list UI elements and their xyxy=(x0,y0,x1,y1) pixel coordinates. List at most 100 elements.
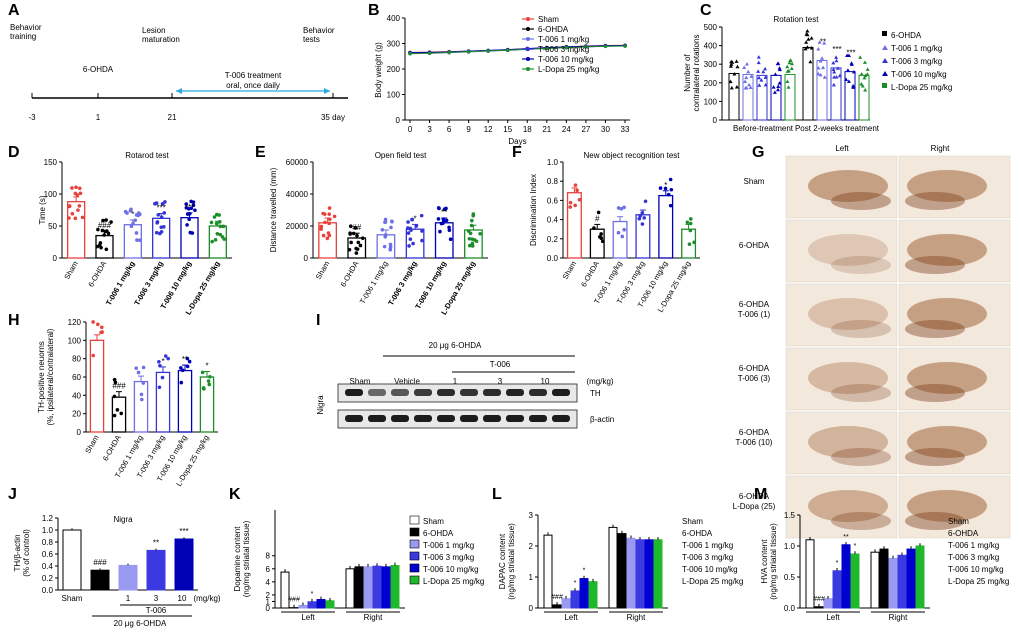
i-band-0-5 xyxy=(460,389,478,396)
c-annot-2: *** xyxy=(846,49,855,58)
g-col-left: Left xyxy=(835,144,849,153)
f-ytick-label-5: 1.0 xyxy=(547,158,559,167)
c-dot-1-4-6 xyxy=(859,72,864,76)
e-dot-1-12 xyxy=(355,247,360,251)
b-legend-mark-1 xyxy=(526,27,530,31)
h-dot-0-2 xyxy=(100,330,104,334)
f-ytick-label-4: 0.8 xyxy=(547,177,559,186)
d-dot-5-6 xyxy=(210,239,214,244)
b-point-5-4 xyxy=(486,49,490,53)
d-dot-5-2 xyxy=(209,220,214,225)
c-ytick-label-4: 400 xyxy=(704,42,718,51)
e-dot-3-5 xyxy=(406,220,410,224)
c-dot-1-2-0 xyxy=(834,55,839,59)
b-xtick-label-10: 30 xyxy=(601,125,610,134)
e-dot-5-8 xyxy=(469,218,474,223)
k-legend-label-2: T-006 1 mg/kg xyxy=(423,541,474,550)
e-dot-3-1 xyxy=(407,244,411,248)
c-dot-0-0-8 xyxy=(728,64,733,68)
m-ylabel-line1: (ng/mg striatal tissue) xyxy=(769,523,778,600)
h-dot-5-4 xyxy=(208,374,212,379)
i-band-1-4 xyxy=(437,415,455,422)
h-bar-3 xyxy=(155,371,171,433)
m-ytick-label-0: 0.0 xyxy=(784,604,796,613)
g-row-label-4-1: T-006 (10) xyxy=(736,438,773,447)
h-dot-5-0 xyxy=(200,370,205,375)
d-dot-0-5 xyxy=(70,186,74,190)
d-dot-1-2 xyxy=(96,227,100,232)
c-dot-1-0-1 xyxy=(806,37,811,41)
l-legend-label-2: T-006 1 mg/kg xyxy=(682,541,733,550)
c-annot-0: ** xyxy=(820,37,826,46)
timeline-treatment-2: oral, once daily xyxy=(226,81,280,90)
h-dot-3-5 xyxy=(163,354,168,358)
f-dot-1-5 xyxy=(599,232,603,236)
c-bar-0-4 xyxy=(784,73,796,121)
m-legend-label-4: T-006 10 mg/kg xyxy=(948,565,1004,574)
timeline-day-2: 21 xyxy=(168,113,177,122)
l-ylabel-line1: (ng/mg striatal tissue) xyxy=(507,523,516,600)
d-dot-0-1 xyxy=(67,216,71,220)
j-xtick-0: Sham xyxy=(62,594,83,603)
b-xtick-label-2: 6 xyxy=(447,125,452,134)
k-annot-0: ### xyxy=(288,597,300,604)
h-dot-2-3 xyxy=(139,392,144,397)
m-legend-label-0: Sham xyxy=(948,517,969,526)
panel-label-B: B xyxy=(368,2,380,19)
e-dot-4-3 xyxy=(436,217,441,221)
f-dot-0-4 xyxy=(573,203,577,208)
e-ytick-label-3: 60000 xyxy=(286,158,309,167)
c-dot-1-2-1 xyxy=(834,74,839,79)
f-xlabel-1: 6-OHDA xyxy=(579,260,601,289)
h-dot-4-1 xyxy=(185,356,190,361)
e-dot-2-11 xyxy=(389,225,393,230)
e-dot-1-2 xyxy=(347,247,352,252)
d-annot-2: * xyxy=(131,210,134,219)
c-dot-1-0-8 xyxy=(809,45,814,50)
m-legend-label-2: T-006 1 mg/kg xyxy=(948,541,999,550)
g-row-label-5-1: L-Dopa (25) xyxy=(733,502,776,511)
h-dot-1-0 xyxy=(112,394,117,399)
d-dot-5-0 xyxy=(212,215,217,219)
timeline-lesion-maturation-line0: Lesion xyxy=(142,26,166,35)
m-legend-label-1: 6-OHDA xyxy=(948,529,979,538)
b-legend-mark-5 xyxy=(526,67,530,71)
k-legend-label-0: Sham xyxy=(423,517,444,526)
b-ytick-label-2: 200 xyxy=(387,65,401,74)
d-dot-5-8 xyxy=(217,213,221,217)
b-xtick-label-8: 24 xyxy=(562,125,571,134)
panel-label-H: H xyxy=(8,312,20,329)
d-annot-3: *** xyxy=(156,204,165,213)
b-xtick-label-3: 9 xyxy=(466,125,471,134)
b-xtick-label-4: 12 xyxy=(484,125,493,134)
c-dot-1-3-6 xyxy=(846,53,851,58)
e-xlabel-0: Sham xyxy=(314,260,332,281)
l-bar-1-3 xyxy=(635,539,645,609)
j-ylabel-line1: (% of control) xyxy=(22,529,31,577)
m-bar-0-4 xyxy=(841,544,851,609)
c-legend-mark-0 xyxy=(882,31,887,36)
c-bar-1-0 xyxy=(802,46,814,121)
d-dot-1-9 xyxy=(99,245,103,250)
k-bar-1-5 xyxy=(390,565,400,609)
c-dot-1-2-6 xyxy=(831,82,836,87)
c-dot-0-0-7 xyxy=(732,71,737,76)
g-stain-5-0 xyxy=(808,490,888,522)
h-ylabel-line0: TH-positive neuorns xyxy=(37,341,46,413)
c-category-1: Post 2-weeks treatment xyxy=(795,124,880,133)
j-xtick-2: 3 xyxy=(154,594,159,603)
f-bar-3 xyxy=(635,214,651,259)
h-dot-2-4 xyxy=(140,397,144,402)
c-dot-0-0-2 xyxy=(735,64,740,69)
k-category-1: Right xyxy=(364,613,383,622)
i-lane-4: 10 xyxy=(541,377,550,386)
c-dot-1-1-6 xyxy=(818,72,823,77)
c-ytick-label-1: 100 xyxy=(704,97,718,106)
k-bar-0-3 xyxy=(307,601,317,609)
c-dot-0-3-7 xyxy=(777,66,782,70)
i-row-label-0: TH xyxy=(590,389,601,398)
d-dot-3-12 xyxy=(155,220,160,224)
c-dot-0-2-7 xyxy=(757,75,762,80)
d-dot-1-10 xyxy=(102,233,106,237)
h-dot-0-5 xyxy=(96,322,100,327)
